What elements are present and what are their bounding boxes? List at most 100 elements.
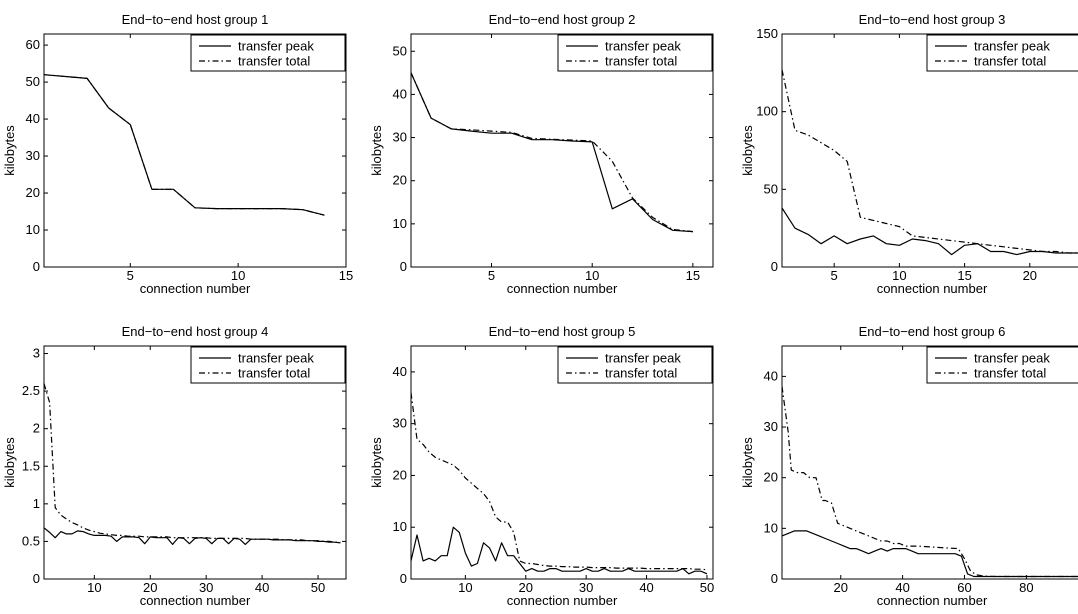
chart-title: End−to−end host group 3 [859, 12, 1006, 27]
series-line-transfer-total [782, 386, 1078, 578]
x-tick-label: 15 [957, 268, 971, 283]
plot-frame [781, 345, 1078, 580]
chart-title: End−to−end host group 2 [489, 12, 636, 27]
y-tick-label: 10 [764, 520, 778, 535]
legend-label: transfer peak [974, 351, 1050, 366]
chart-title: End−to−end host group 5 [489, 324, 636, 339]
y-tick-label: 30 [393, 130, 407, 145]
y-tick-label: 0 [33, 571, 40, 586]
x-tick-label: 20 [834, 580, 848, 595]
x-tick-label: 60 [957, 580, 971, 595]
series-line-transfer-total [411, 72, 693, 233]
x-tick-label: 20 [1023, 268, 1037, 283]
series-line-transfer-total [44, 74, 325, 216]
plot-frame [410, 345, 714, 580]
y-tick-label: 40 [764, 368, 778, 383]
y-tick-label: 2.5 [22, 383, 40, 398]
x-tick-label: 30 [579, 580, 593, 595]
y-tick-label: 50 [393, 43, 407, 58]
y-axis-label: kilobytes [2, 437, 17, 488]
series-line-transfer-peak [782, 530, 1078, 578]
legend-box [926, 346, 1078, 384]
y-tick-label: 1 [33, 496, 40, 511]
x-axis-label: connection number [507, 593, 618, 608]
y-tick-label: 0 [33, 259, 40, 274]
y-tick-label: 40 [26, 111, 40, 126]
legend-box [190, 346, 346, 384]
y-tick-label: 150 [756, 26, 778, 41]
legend-label: transfer total [974, 366, 1046, 381]
x-axis-label: connection number [140, 593, 251, 608]
legend-box [557, 34, 713, 72]
chart-title: End−to−end host group 6 [859, 324, 1006, 339]
chart-2: End−to−end host group 2 5 10 15 0 10 20 30 40 50 c… [369, 12, 714, 296]
x-tick-label: 5 [831, 268, 838, 283]
legend-label: transfer peak [238, 39, 314, 54]
x-tick-label: 10 [585, 268, 599, 283]
x-tick-label: 10 [87, 580, 101, 595]
y-tick-label: 40 [393, 86, 407, 101]
y-tick-label: 100 [756, 104, 778, 119]
y-tick-label: 20 [764, 470, 778, 485]
x-axis-label: connection number [877, 593, 988, 608]
x-tick-label: 30 [199, 580, 213, 595]
chart-4: End−to−end host group 4 10 20 30 40 50 0 0.5 1 1.… [2, 324, 347, 608]
series-line-transfer-total [44, 383, 341, 543]
y-tick-label: 30 [764, 419, 778, 434]
plot-frame [43, 33, 347, 268]
plot-frame [410, 33, 714, 268]
y-tick-label: 60 [26, 37, 40, 52]
y-tick-label: 50 [764, 181, 778, 196]
chart-title: End−to−end host group 1 [122, 12, 269, 27]
legend-label: transfer peak [605, 39, 681, 54]
y-tick-label: 0.5 [22, 533, 40, 548]
x-tick-label: 10 [892, 268, 906, 283]
series-line-transfer-peak [411, 526, 708, 575]
series-line-transfer-total [411, 392, 708, 571]
series-line-transfer-peak [44, 74, 325, 216]
legend-label: transfer peak [238, 351, 314, 366]
y-axis-label: kilobytes [369, 437, 384, 488]
legend-label: transfer peak [605, 351, 681, 366]
chart-6: End−to−end host group 6 20 40 60 80 0 10 20 30 40… [740, 324, 1078, 608]
x-tick-label: 50 [700, 580, 714, 595]
legend-label: transfer total [974, 54, 1046, 69]
x-tick-label: 10 [231, 268, 245, 283]
legend-box [926, 34, 1078, 72]
x-tick-label: 50 [311, 580, 325, 595]
y-tick-label: 50 [26, 74, 40, 89]
x-tick-label: 80 [1019, 580, 1033, 595]
legend-label: transfer total [238, 54, 310, 69]
chart-title: End−to−end host group 4 [122, 324, 269, 339]
chart-5: End−to−end host group 5 10 20 30 40 50 0 10 20 30… [369, 324, 714, 608]
series-line-transfer-total [782, 69, 1078, 254]
chart-3: End−to−end host group 3 5 10 15 20 0 50 100 150 c… [740, 12, 1078, 296]
x-axis-label: connection number [507, 281, 618, 296]
legend-label: transfer total [238, 366, 310, 381]
y-axis-label: kilobytes [2, 125, 17, 176]
y-tick-label: 10 [393, 216, 407, 231]
series-line-transfer-peak [782, 207, 1078, 256]
legend-label: transfer peak [974, 39, 1050, 54]
x-tick-label: 15 [339, 268, 353, 283]
y-tick-label: 40 [393, 364, 407, 379]
y-tick-label: 0 [400, 571, 407, 586]
x-tick-label: 40 [255, 580, 269, 595]
x-tick-label: 20 [143, 580, 157, 595]
y-tick-label: 1.5 [22, 458, 40, 473]
x-tick-label: 15 [686, 268, 700, 283]
x-tick-label: 10 [458, 580, 472, 595]
x-axis-label: connection number [140, 281, 251, 296]
y-tick-label: 20 [26, 185, 40, 200]
series-line-transfer-peak [411, 72, 693, 233]
plot-frame [781, 33, 1078, 268]
y-axis-label: kilobytes [740, 125, 755, 176]
x-tick-label: 20 [519, 580, 533, 595]
x-axis-label: connection number [877, 281, 988, 296]
y-tick-label: 2 [33, 421, 40, 436]
